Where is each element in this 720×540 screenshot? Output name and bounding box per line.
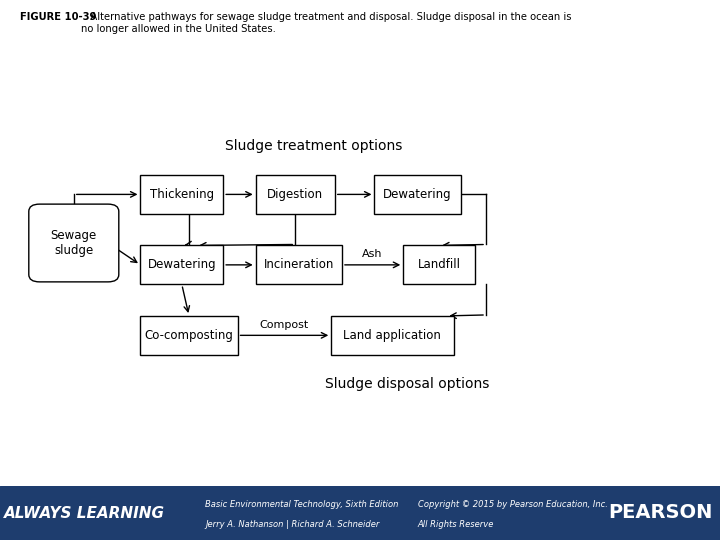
Text: Copyright © 2015 by Pearson Education, Inc.: Copyright © 2015 by Pearson Education, I… xyxy=(418,501,608,509)
Text: FIGURE 10-39: FIGURE 10-39 xyxy=(20,12,96,22)
Text: Sludge treatment options: Sludge treatment options xyxy=(225,139,402,153)
Text: Landfill: Landfill xyxy=(418,258,461,272)
Text: Land application: Land application xyxy=(343,329,441,342)
FancyBboxPatch shape xyxy=(256,245,342,284)
Text: Dewatering: Dewatering xyxy=(383,188,452,201)
FancyBboxPatch shape xyxy=(374,175,461,214)
Text: Jerry A. Nathanson | Richard A. Schneider: Jerry A. Nathanson | Richard A. Schneide… xyxy=(205,521,379,529)
Text: Sludge disposal options: Sludge disposal options xyxy=(325,377,489,390)
Text: Ash: Ash xyxy=(362,249,383,259)
FancyBboxPatch shape xyxy=(140,175,223,214)
Text: Digestion: Digestion xyxy=(267,188,323,201)
Text: Compost: Compost xyxy=(260,320,309,329)
FancyBboxPatch shape xyxy=(140,245,223,284)
FancyBboxPatch shape xyxy=(331,316,454,355)
Text: Sewage
sludge: Sewage sludge xyxy=(50,229,97,257)
FancyBboxPatch shape xyxy=(256,175,335,214)
Text: Thickening: Thickening xyxy=(150,188,214,201)
Text: Co-composting: Co-composting xyxy=(145,329,233,342)
Text: Alternative pathways for sewage sludge treatment and disposal. Sludge disposal i: Alternative pathways for sewage sludge t… xyxy=(81,12,572,34)
FancyBboxPatch shape xyxy=(140,316,238,355)
Text: All Rights Reserve: All Rights Reserve xyxy=(418,521,494,529)
Text: Dewatering: Dewatering xyxy=(148,258,216,272)
FancyBboxPatch shape xyxy=(403,245,475,284)
Text: PEARSON: PEARSON xyxy=(608,503,713,523)
Text: ALWAYS LEARNING: ALWAYS LEARNING xyxy=(4,505,165,521)
Text: Incineration: Incineration xyxy=(264,258,334,272)
FancyBboxPatch shape xyxy=(29,204,119,282)
Text: Basic Environmental Technology, Sixth Edition: Basic Environmental Technology, Sixth Ed… xyxy=(205,501,399,509)
